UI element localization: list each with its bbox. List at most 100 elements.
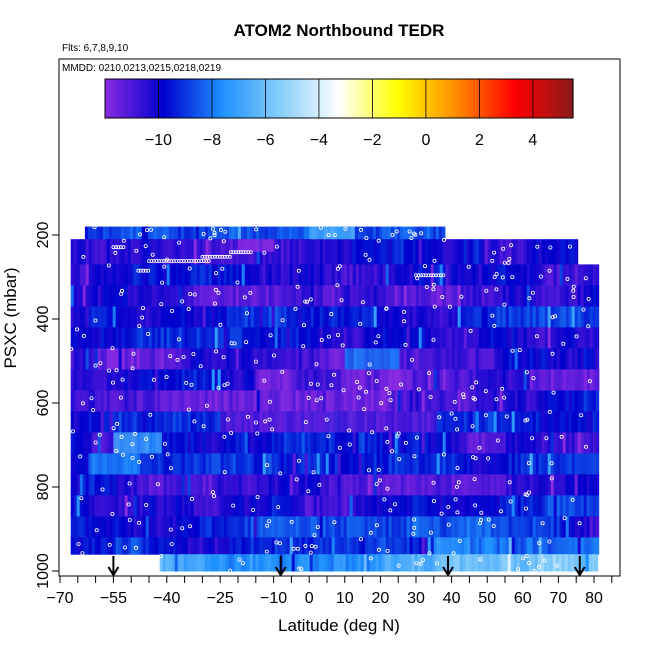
heatmap-cell [268, 264, 273, 286]
heatmap-cell [267, 226, 272, 240]
heatmap-cell [220, 537, 225, 555]
heatmap-cell [226, 516, 231, 538]
heatmap-cell [307, 285, 312, 307]
colorbar-swatch [186, 79, 191, 118]
heatmap-cell [400, 537, 405, 555]
heatmap-cell [376, 239, 381, 265]
heatmap-cell [79, 239, 84, 265]
heatmap-cell [346, 264, 351, 286]
x-tick-label: −40 [153, 590, 180, 607]
heatmap-cell [457, 411, 462, 433]
colorbar-swatch [488, 79, 492, 118]
sample-point [506, 260, 511, 265]
heatmap-cell [508, 264, 513, 286]
heatmap-cell [556, 537, 561, 555]
heatmap-cell [484, 285, 489, 307]
heatmap-cell [310, 390, 315, 412]
heatmap-cell [301, 285, 306, 307]
heatmap-cell [256, 495, 261, 517]
heatmap-cell [408, 554, 413, 572]
heatmap-cell [154, 264, 159, 286]
heatmap-cell [478, 369, 483, 391]
sample-point [414, 561, 419, 566]
heatmap-cell [162, 554, 167, 572]
heatmap-cell [382, 306, 387, 328]
heatmap-cell [94, 327, 99, 349]
heatmap-cell [223, 239, 228, 265]
sample-point [303, 299, 308, 304]
heatmap-cell [205, 432, 210, 454]
heatmap-cell [283, 306, 288, 328]
heatmap-cell [406, 285, 411, 307]
heatmap-cell [328, 516, 333, 538]
heatmap-cell [331, 537, 336, 555]
sample-point [151, 377, 156, 382]
heatmap-cell [113, 432, 117, 454]
heatmap-cell [505, 432, 510, 454]
heatmap-cell [211, 306, 216, 328]
sample-point [531, 376, 536, 381]
heatmap-cell [238, 239, 242, 252]
heatmap-cell [415, 239, 420, 265]
heatmap-cell [451, 474, 456, 496]
heatmap-cell [526, 453, 531, 475]
heatmap-cell [301, 327, 306, 349]
heatmap-cell [325, 348, 330, 370]
heatmap-cell [400, 306, 405, 328]
heatmap-cell [589, 453, 594, 475]
heatmap-cell [493, 327, 498, 349]
heatmap-cell [73, 411, 78, 433]
heatmap-cell [286, 306, 291, 328]
heatmap-cell [223, 306, 228, 328]
heatmap-cell [427, 411, 431, 433]
sample-point [363, 389, 368, 394]
heatmap-cell [520, 453, 525, 475]
sample-point [551, 390, 556, 395]
heatmap-cell [418, 327, 423, 349]
heatmap-cell [394, 474, 399, 496]
heatmap-cell [502, 306, 507, 328]
flights-label: Flts: 6,7,8,9,10 [62, 43, 129, 54]
heatmap-cell [220, 411, 224, 433]
heatmap-cell [340, 390, 345, 412]
heatmap-cell [214, 306, 219, 328]
sample-point [255, 431, 260, 436]
heatmap-cell [427, 390, 432, 412]
heatmap-cell [94, 495, 99, 517]
heatmap-cell [337, 411, 341, 433]
heatmap-cell [445, 306, 450, 328]
heatmap-cell [223, 474, 228, 496]
heatmap-cell [457, 264, 462, 286]
heatmap-cell [187, 411, 192, 433]
heatmap-cell [94, 432, 99, 454]
heatmap-cell [484, 411, 489, 433]
sample-point [472, 477, 477, 482]
heatmap-cell [168, 554, 173, 572]
heatmap-cell [307, 432, 312, 454]
sample-point [255, 494, 260, 499]
heatmap-cell [574, 432, 579, 454]
heatmap-cell [232, 264, 237, 286]
sample-point [537, 541, 542, 546]
heatmap-cell [160, 306, 165, 328]
heatmap-cell [337, 348, 342, 370]
sample-point [390, 232, 395, 237]
heatmap-cell [100, 239, 105, 265]
heatmap-cell [271, 516, 276, 538]
heatmap-cell [361, 390, 366, 412]
heatmap-cell [361, 453, 366, 475]
heatmap-cell [568, 432, 573, 454]
heatmap-cell [262, 285, 267, 307]
heatmap-cell [187, 537, 192, 555]
heatmap-cell [91, 411, 96, 433]
heatmap-cell [562, 474, 567, 496]
heatmap-cell [340, 537, 345, 555]
heatmap-cell [537, 554, 542, 572]
heatmap-cell [88, 453, 92, 475]
heatmap-cell [427, 537, 432, 555]
heatmap-cell [418, 369, 423, 391]
heatmap-cell [547, 327, 552, 349]
heatmap-cell [151, 348, 156, 370]
sample-point [244, 340, 249, 345]
colorbar-swatch [491, 79, 495, 118]
